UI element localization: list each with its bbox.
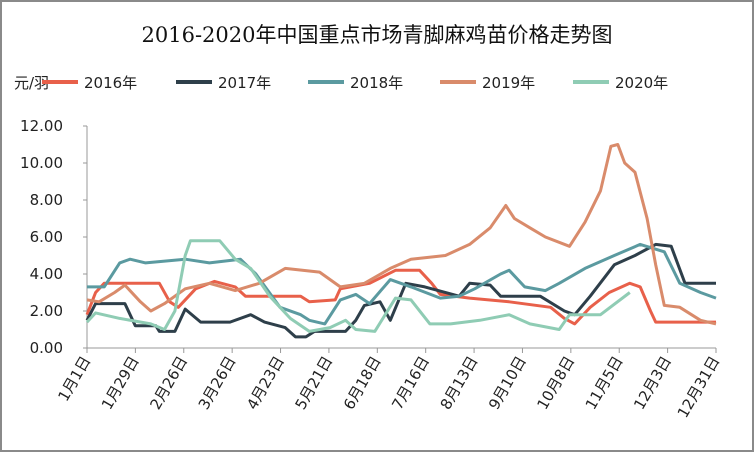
- legend-label: 2018年: [350, 74, 403, 92]
- x-tick-label: 4月23日: [243, 353, 288, 413]
- legend-label: 2017年: [218, 74, 271, 92]
- legend-label: 2019年: [482, 74, 535, 92]
- series-lines: [85, 143, 717, 339]
- axes: 0.00 2.00 4.00 6.00 8.00 10.00 12.00 1月1日 1月29日 2…: [20, 117, 723, 421]
- y-tick-label: 10.00: [20, 154, 63, 172]
- x-tick-label: 11月5日: [582, 353, 627, 413]
- legend-label: 2016年: [84, 74, 137, 92]
- x-tick-label: 5月21日: [291, 353, 336, 413]
- x-tick-label: 8月13日: [437, 353, 482, 413]
- legend: 2016年 2017年 2018年 2019年 2020年: [42, 74, 668, 92]
- y-tick-label: 0.00: [30, 339, 63, 357]
- x-tick-label: 7月16日: [388, 353, 433, 413]
- y-tick-label: 8.00: [30, 191, 63, 209]
- y-tick-label: 12.00: [20, 117, 63, 135]
- x-tick-label: 12月31日: [674, 353, 724, 421]
- x-tick-label: 1月1日: [54, 353, 94, 405]
- series-line-2017年: [85, 242, 716, 339]
- y-tick-label: 6.00: [30, 228, 63, 246]
- series-line-2020年: [85, 239, 631, 333]
- y-axis-label: 元/羽: [14, 74, 49, 92]
- legend-label: 2020年: [615, 74, 668, 92]
- x-tick-label: 2月26日: [146, 353, 191, 413]
- chart-title: 2016-2020年中国重点市场青脚麻鸡苗价格走势图: [142, 23, 613, 47]
- series-line-2016年: [85, 268, 716, 326]
- x-tick-label: 12月3日: [630, 353, 675, 413]
- series-line-2019年: [86, 143, 717, 326]
- x-tick-label: 1月29日: [98, 353, 143, 413]
- y-tick-label: 2.00: [30, 302, 63, 320]
- y-tick-label: 4.00: [30, 265, 63, 283]
- x-tick-label: 9月10日: [485, 353, 530, 413]
- x-tick-label: 10月8日: [533, 353, 578, 413]
- x-tick-label: 6月18日: [340, 353, 385, 413]
- series-line-2018年: [87, 242, 717, 326]
- x-tick-label: 3月26日: [195, 353, 240, 413]
